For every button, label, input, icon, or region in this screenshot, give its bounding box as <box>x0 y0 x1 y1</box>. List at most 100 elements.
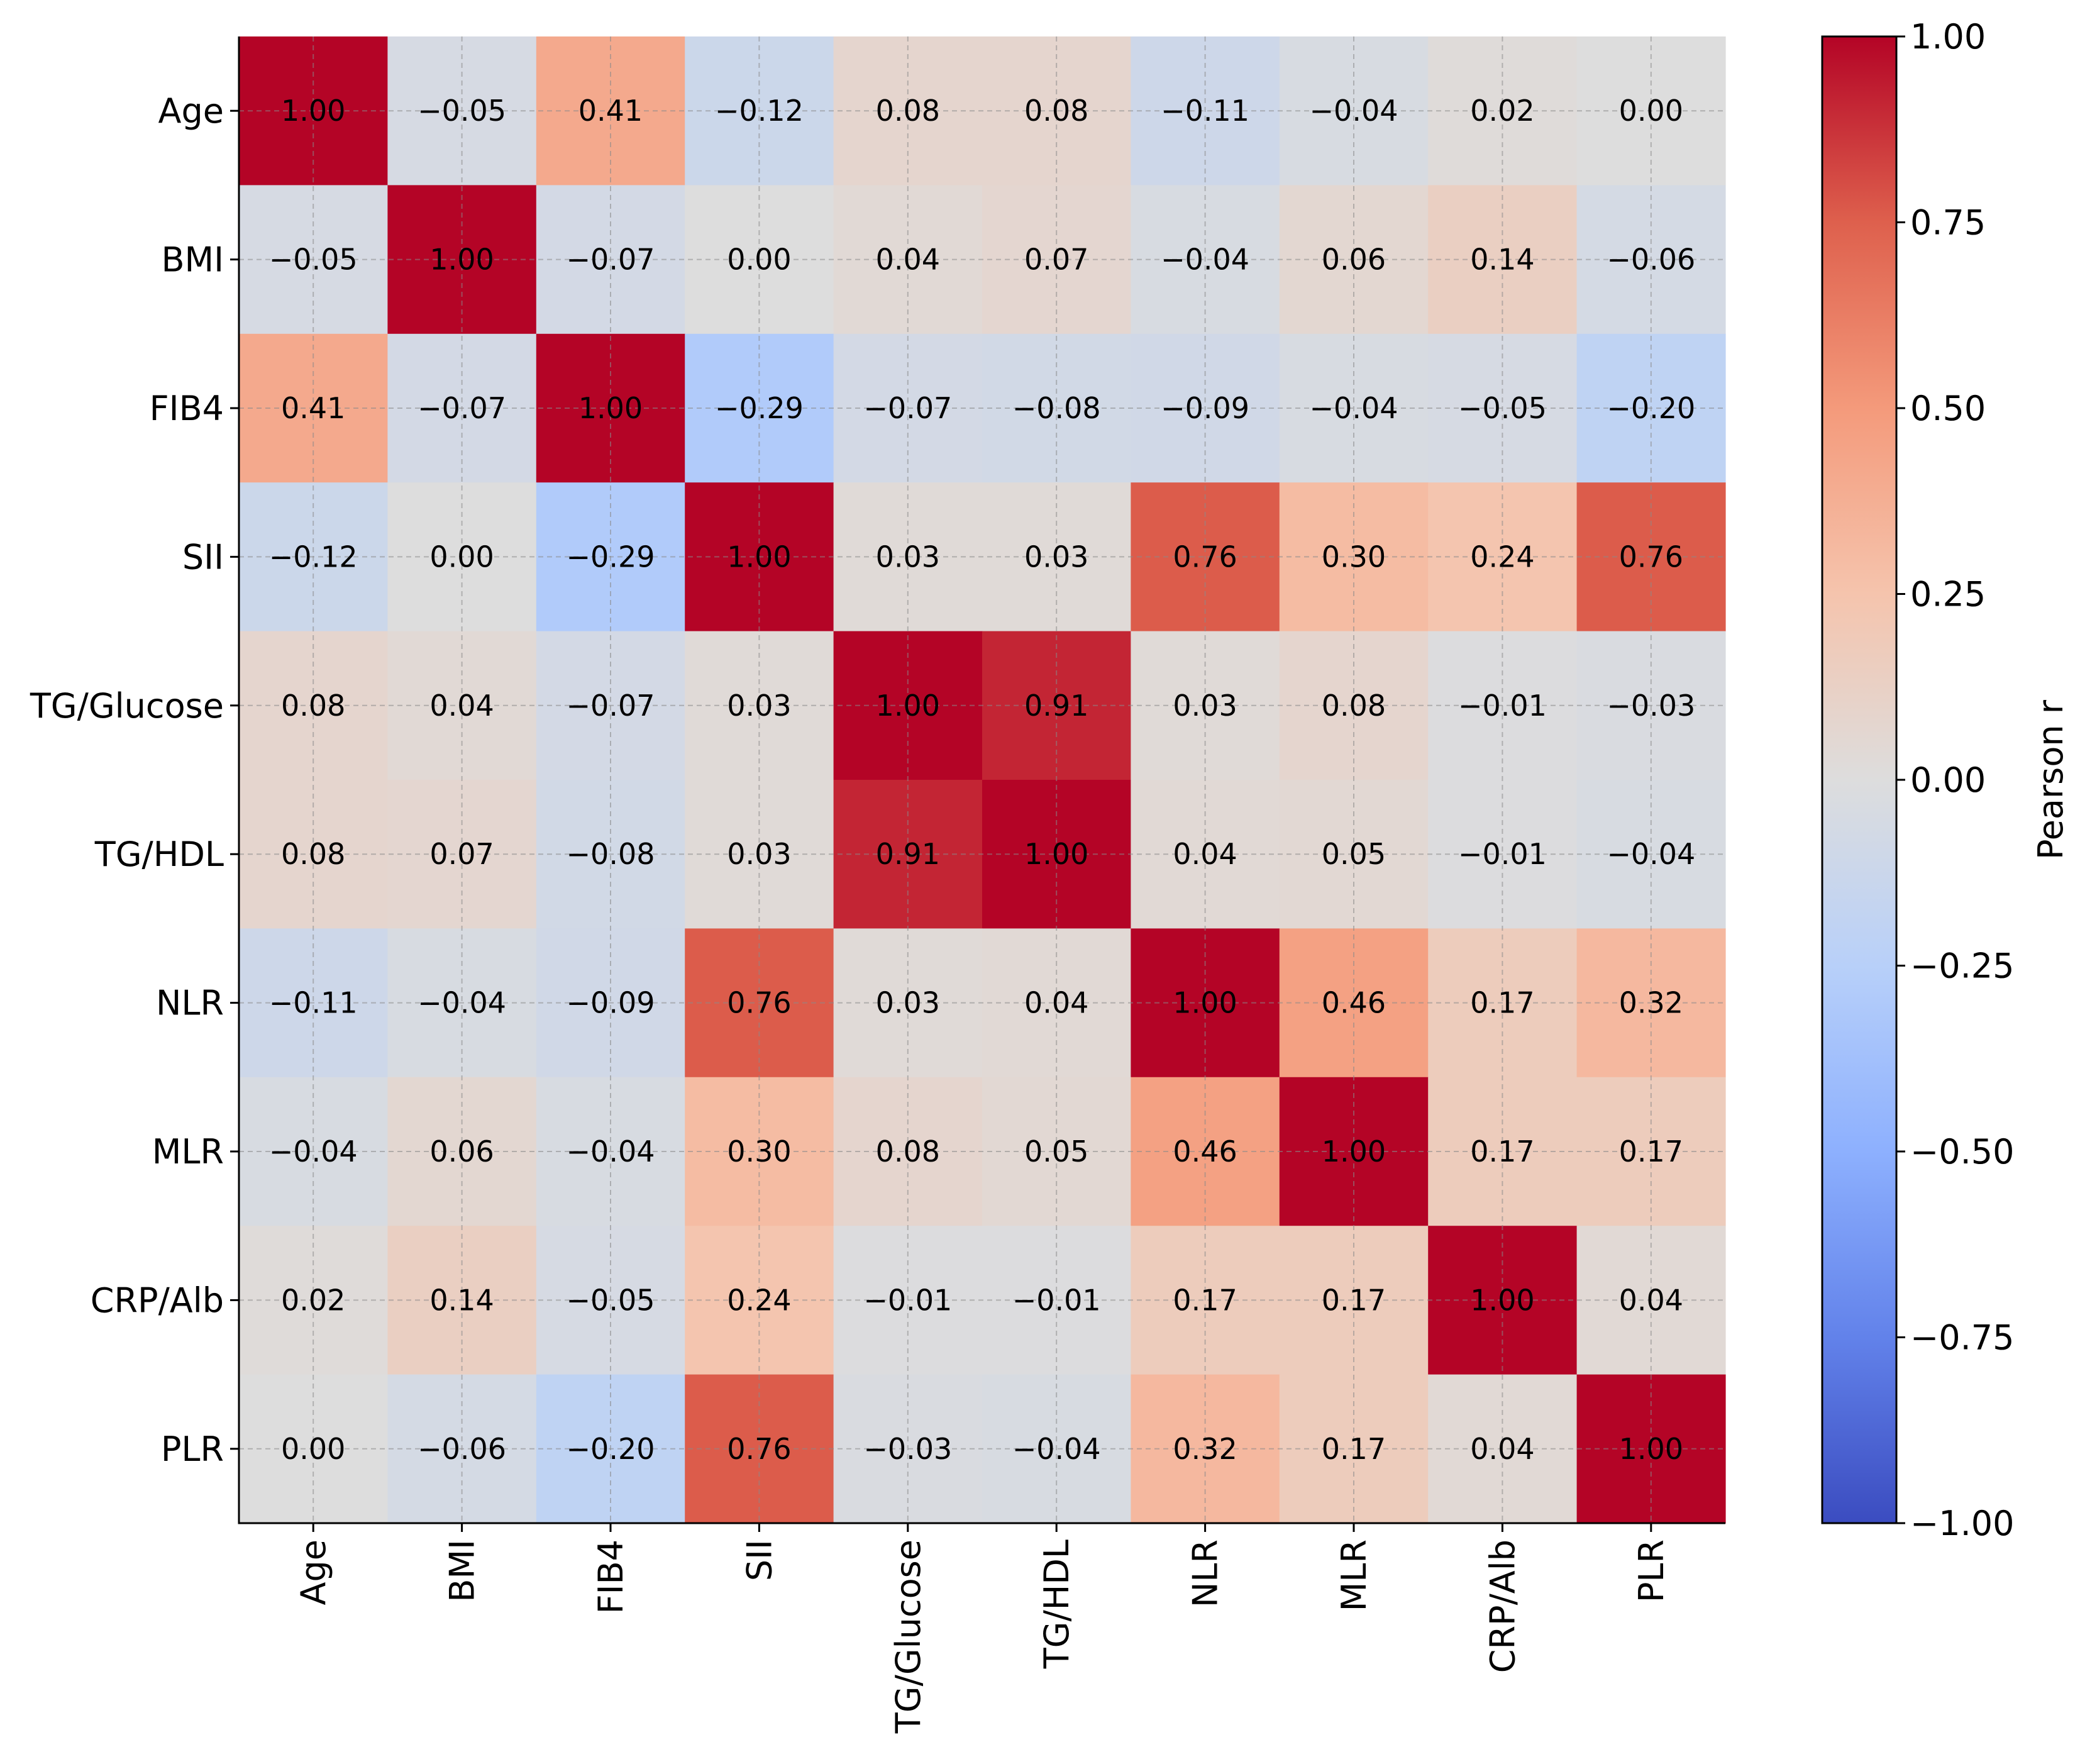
colorbar-tick-label: −0.75 <box>1910 1318 2014 1358</box>
cell-value-label: −0.20 <box>567 1432 655 1466</box>
colorbar: 1.00 0.75 0.50 0.25 0.00 −0.25 −0.50 −0.75 −1.00… <box>1821 17 2071 1543</box>
cell-value-label: 1.00 <box>1322 1134 1386 1168</box>
cell-value-label: 0.08 <box>876 94 940 128</box>
cell-value-label: −0.08 <box>567 837 655 871</box>
cell-value-label: 0.17 <box>1470 1134 1534 1168</box>
y-tick-label: BMI <box>161 240 224 280</box>
cell-value-label: 0.91 <box>1024 689 1088 723</box>
x-tick-label: BMI <box>443 1539 482 1602</box>
cell-value-label: −0.01 <box>1012 1283 1101 1317</box>
cell-value-label: 0.17 <box>1173 1283 1237 1317</box>
cell-value-label: −0.04 <box>1012 1432 1101 1466</box>
cell-value-label: 0.04 <box>876 243 940 277</box>
cell-value-label: 0.76 <box>727 986 791 1020</box>
cell-value-label: −0.07 <box>567 243 655 277</box>
cell-value-label: 1.00 <box>1470 1283 1534 1317</box>
cell-value-label: 0.04 <box>429 689 494 723</box>
y-tick-label: MLR <box>152 1132 224 1172</box>
cell-value-label: −0.29 <box>567 540 655 574</box>
cell-value-label: 0.08 <box>281 689 345 723</box>
cell-value-label: −0.04 <box>1161 243 1249 277</box>
y-tick-label: FIB4 <box>150 389 224 428</box>
cell-value-label: 1.00 <box>578 391 643 425</box>
colorbar-tick-label: 0.00 <box>1910 760 1986 800</box>
cell-value-label: 0.03 <box>876 540 940 574</box>
cell-value-label: 0.07 <box>1024 243 1088 277</box>
cell-value-label: 0.00 <box>429 540 494 574</box>
colorbar-tick-label: 0.75 <box>1910 203 1986 243</box>
y-tick-label: Age <box>158 91 224 131</box>
x-tick-label: SII <box>739 1539 779 1581</box>
cell-value-label: 0.41 <box>281 391 345 425</box>
x-tick-label: MLR <box>1334 1539 1374 1611</box>
cell-value-label: 0.08 <box>1322 689 1386 723</box>
colorbar-tick-label: −0.50 <box>1910 1132 2014 1172</box>
cell-value-label: 0.03 <box>727 837 791 871</box>
x-tick-label: NLR <box>1186 1539 1225 1607</box>
cell-value-label: 0.30 <box>1322 540 1386 574</box>
cell-value-label: 0.05 <box>1024 1134 1088 1168</box>
x-tick-label: TG/HDL <box>1037 1539 1076 1669</box>
cell-value-label: −0.09 <box>1161 391 1249 425</box>
cell-value-label: −0.12 <box>715 94 804 128</box>
cell-value-label: 0.17 <box>1470 986 1534 1020</box>
colorbar-tick-label: 1.00 <box>1910 17 1986 57</box>
cell-value-label: 0.24 <box>1470 540 1534 574</box>
cell-value-label: 0.00 <box>1619 94 1683 128</box>
colorbar-tick-label: 0.25 <box>1910 575 1986 614</box>
cell-value-label: 1.00 <box>281 94 345 128</box>
cell-value-label: 1.00 <box>1024 837 1088 871</box>
cell-value-label: 1.00 <box>727 540 791 574</box>
cell-value-label: −0.01 <box>1458 689 1547 723</box>
cell-value-label: −0.01 <box>1458 837 1547 871</box>
cell-value-label: −0.06 <box>418 1432 506 1466</box>
cell-value-label: 0.41 <box>578 94 643 128</box>
cell-value-label: 0.14 <box>429 1283 494 1317</box>
cell-value-label: 0.17 <box>1322 1432 1386 1466</box>
cell-value-label: −0.05 <box>1458 391 1547 425</box>
cell-value-label: 0.03 <box>727 689 791 723</box>
cell-value-label: 0.02 <box>1470 94 1534 128</box>
heatmap-axes: Age BMI FIB4 SII TG/Glucose TG/HDL NLR MLR CRP/A… <box>30 36 1725 1734</box>
cell-value-label: 0.76 <box>1619 540 1683 574</box>
cell-value-label: −0.09 <box>567 986 655 1020</box>
y-tick-label: TG/HDL <box>94 835 224 874</box>
cell-value-label: −0.04 <box>418 986 506 1020</box>
cell-value-label: −0.12 <box>269 540 358 574</box>
cell-value-label: −0.07 <box>567 689 655 723</box>
cell-value-label: 0.03 <box>1173 689 1237 723</box>
cell-value-label: 0.14 <box>1470 243 1534 277</box>
cell-value-label: −0.04 <box>269 1134 358 1168</box>
cell-value-label: 0.46 <box>1322 986 1386 1020</box>
cell-value-label: −0.05 <box>418 94 506 128</box>
cell-value-label: −0.11 <box>1161 94 1249 128</box>
y-tick-label: TG/Glucose <box>30 686 224 726</box>
cell-value-label: 0.17 <box>1322 1283 1386 1317</box>
cell-value-label: −0.04 <box>1607 837 1695 871</box>
x-tick-label: PLR <box>1632 1539 1671 1602</box>
cell-value-label: 0.03 <box>1024 540 1088 574</box>
colorbar-tick-label: −1.00 <box>1910 1504 2014 1543</box>
cell-value-label: −0.05 <box>567 1283 655 1317</box>
cell-value-label: 0.05 <box>1322 837 1386 871</box>
cell-value-label: −0.04 <box>1310 391 1398 425</box>
cell-value-label: −0.03 <box>1607 689 1695 723</box>
cell-value-label: 0.76 <box>727 1432 791 1466</box>
y-tick-label: PLR <box>161 1429 224 1469</box>
cell-value-label: 0.08 <box>876 1134 940 1168</box>
cell-value-label: 0.04 <box>1619 1283 1683 1317</box>
cell-value-label: 1.00 <box>876 689 940 723</box>
cell-value-label: 0.08 <box>1024 94 1088 128</box>
cell-value-label: 0.03 <box>876 986 940 1020</box>
cell-value-label: −0.05 <box>269 243 358 277</box>
cell-value-label: 0.02 <box>281 1283 345 1317</box>
cell-value-label: −0.20 <box>1607 391 1695 425</box>
cell-value-label: 0.24 <box>727 1283 791 1317</box>
cell-value-label: 0.04 <box>1024 986 1088 1020</box>
cell-value-label: 0.06 <box>429 1134 494 1168</box>
cell-value-label: −0.04 <box>567 1134 655 1168</box>
x-tick-label: Age <box>294 1539 333 1605</box>
cell-value-label: 0.07 <box>429 837 494 871</box>
cell-value-label: 0.17 <box>1619 1134 1683 1168</box>
